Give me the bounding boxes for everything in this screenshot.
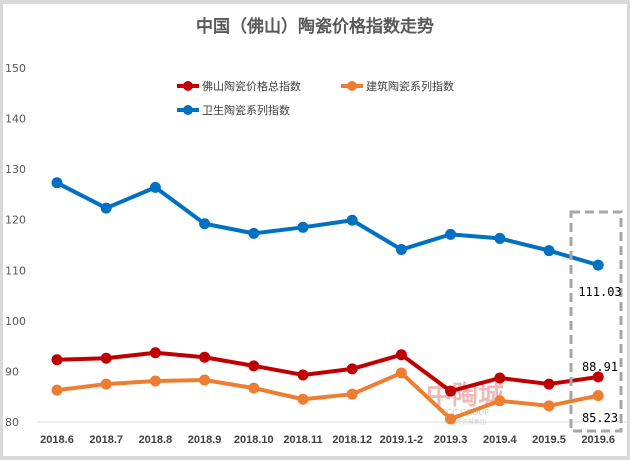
data-point	[149, 375, 161, 387]
data-point	[100, 378, 112, 390]
data-point	[51, 177, 63, 189]
chart-title: 中国（佛山）陶瓷价格指数走势	[196, 16, 434, 37]
series-line	[56, 181, 599, 267]
highlight-box	[569, 210, 623, 433]
x-tick-label: 2019.6	[581, 434, 615, 446]
data-point	[445, 385, 457, 397]
data-point	[248, 227, 260, 239]
data-point	[149, 181, 161, 193]
legend-marker	[183, 105, 193, 115]
legend-label: 佛山陶瓷价格总指数	[202, 79, 301, 93]
data-point	[297, 393, 309, 405]
data-point	[199, 374, 211, 386]
data-point	[346, 214, 358, 226]
y-tick-label: 130	[5, 163, 26, 176]
data-point	[248, 360, 260, 372]
data-point	[592, 390, 604, 402]
y-tick-label: 150	[5, 62, 26, 75]
data-point	[445, 413, 457, 425]
x-tick-label: 2019.1-2	[380, 434, 423, 446]
x-tick-label: 2018.12	[332, 434, 372, 446]
series-line	[56, 350, 599, 394]
y-tick-label: 100	[5, 315, 26, 328]
data-point	[445, 228, 457, 240]
data-point	[199, 218, 211, 230]
x-tick-label: 2018.9	[188, 434, 222, 446]
data-point	[297, 221, 309, 233]
data-point	[395, 244, 407, 256]
data-label: 88.91	[582, 360, 618, 374]
data-point	[395, 367, 407, 379]
chart-container: 中国（佛山）陶瓷价格指数走势 80 90 100 110 120 130 140 150 201…	[3, 4, 627, 456]
data-point	[543, 245, 555, 257]
data-point	[100, 202, 112, 214]
data-point	[100, 352, 112, 364]
data-point	[395, 349, 407, 361]
data-label: 111.03	[578, 285, 621, 299]
y-tick-label: 90	[5, 365, 19, 378]
data-point	[199, 351, 211, 363]
data-point	[149, 347, 161, 359]
line-chart: 中国（佛山）陶瓷价格指数走势 80 90 100 110 120 130 140 150 201…	[5, 16, 627, 446]
x-tick-label: 2019.5	[532, 434, 566, 446]
y-tick-label: 140	[5, 113, 26, 126]
x-tick-label: 2019.4	[483, 434, 518, 446]
watermark-subtext: 中国陶瓷城集团	[444, 418, 486, 426]
data-point	[346, 363, 358, 375]
y-tick-label: 80	[5, 416, 19, 429]
data-point	[592, 259, 604, 271]
y-tick-label: 110	[5, 264, 26, 277]
data-point	[543, 378, 555, 390]
data-point	[494, 372, 506, 384]
x-tick-label: 2018.10	[234, 434, 274, 446]
data-point	[51, 384, 63, 396]
data-point	[592, 371, 604, 383]
data-point	[51, 354, 63, 366]
data-point	[297, 369, 309, 381]
data-point	[494, 395, 506, 407]
x-tick-label: 2018.6	[40, 434, 74, 446]
data-point	[494, 232, 506, 244]
data-label: 85.23	[582, 411, 618, 425]
data-point	[543, 400, 555, 412]
legend-label: 卫生陶瓷系列指数	[202, 103, 290, 117]
x-tick-label: 2019.3	[434, 434, 468, 446]
legend-marker	[347, 81, 357, 91]
legend-marker	[183, 81, 193, 91]
legend-label: 建筑陶瓷系列指数	[366, 79, 454, 93]
x-tick-label: 2018.7	[89, 434, 123, 446]
series-line	[56, 370, 599, 421]
data-point	[346, 388, 358, 400]
x-tick-label: 2018.8	[139, 434, 173, 446]
x-tick-label: 2018.11	[283, 434, 322, 446]
data-point	[248, 382, 260, 394]
y-tick-label: 120	[5, 214, 26, 227]
